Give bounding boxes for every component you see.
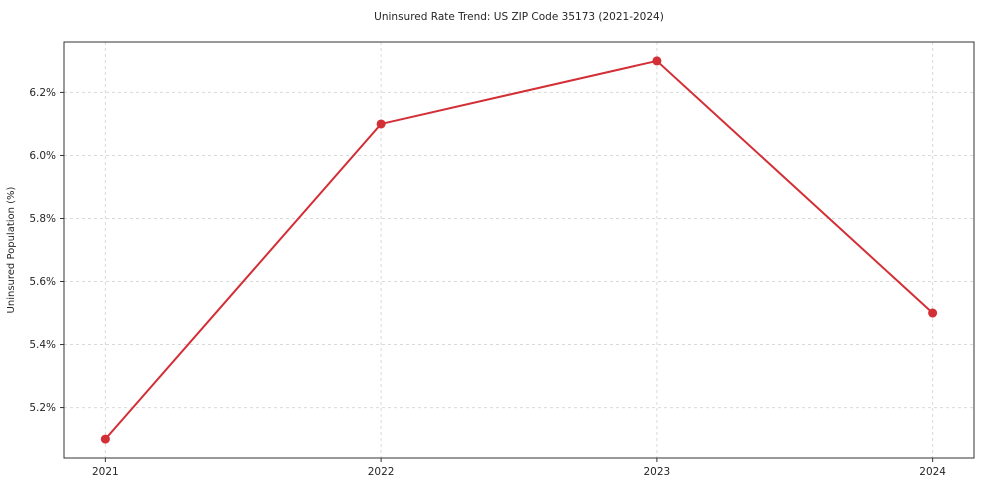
axis-ticks: [60, 91, 934, 462]
y-tick-label: 6.0%: [29, 150, 56, 162]
trend-line: [104, 59, 934, 440]
x-tick-label: 2024: [919, 466, 946, 478]
plot-area: [63, 41, 975, 459]
y-tick-labels: 5.2% 5.4% 5.6% 5.8% 6.0% 6.2%: [29, 87, 56, 414]
y-tick-label: 6.2%: [29, 87, 56, 99]
series-line: [104, 59, 934, 440]
data-point-marker: [652, 56, 662, 66]
y-tick-label: 5.2%: [29, 402, 56, 414]
grid-lines: [64, 42, 974, 458]
y-tick-label: 5.6%: [29, 276, 56, 288]
data-point-marker: [928, 308, 938, 318]
data-markers: [100, 56, 938, 444]
x-tick-labels: 2021 2022 2023 2024: [92, 466, 946, 478]
y-tick-label: 5.8%: [29, 213, 56, 225]
y-tick-label: 5.4%: [29, 339, 56, 351]
x-tick-label: 2021: [92, 466, 119, 478]
x-tick-label: 2022: [368, 466, 395, 478]
data-point-marker: [100, 434, 110, 444]
chart-title: Uninsured Rate Trend: US ZIP Code 35173 …: [374, 11, 664, 23]
x-tick-label: 2023: [644, 466, 671, 478]
data-point-marker: [376, 119, 386, 129]
y-axis-label: Uninsured Population (%): [6, 186, 17, 313]
